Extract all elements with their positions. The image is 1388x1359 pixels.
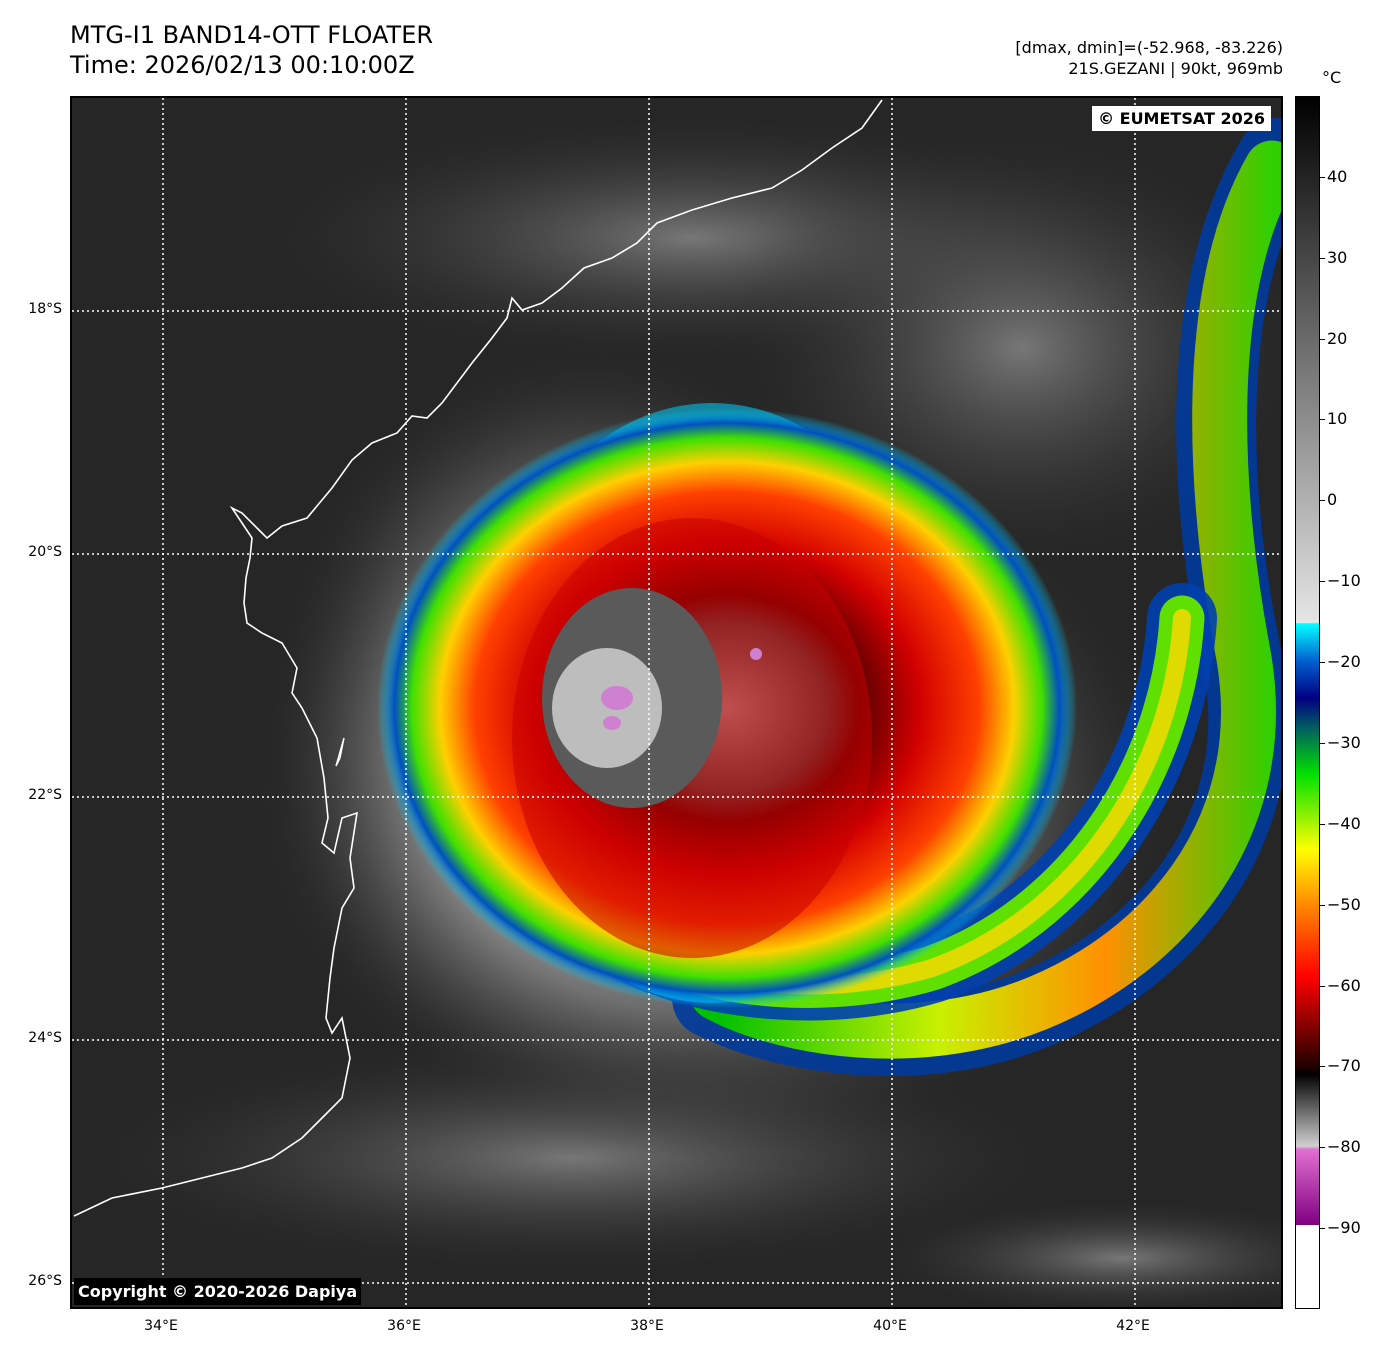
colorbar-tick-label: −90 — [1327, 1218, 1361, 1238]
lat-label-22s: 22°S — [28, 787, 62, 803]
lon-label-36e: 36°E — [387, 1318, 421, 1334]
colorbar-scale — [1296, 97, 1319, 1308]
colorbar-tick-mark — [1320, 904, 1325, 906]
colorbar-tick-mark — [1320, 742, 1325, 744]
satellite-map: © EUMETSAT 2026 Copyright © 2020-2026 Da… — [70, 96, 1283, 1309]
colorbar-tick-mark — [1320, 1228, 1325, 1230]
colorbar-tick-label: −20 — [1327, 652, 1361, 672]
time-title: Time: 2026/02/13 00:10:00Z — [70, 51, 415, 79]
colorbar — [1295, 96, 1320, 1309]
colorbar-tick-mark — [1320, 581, 1325, 583]
colorbar-tick-mark — [1320, 823, 1325, 825]
data-range-info: [dmax, dmin]=(-52.968, -83.226) — [1015, 38, 1283, 57]
lat-label-20s: 20°S — [28, 544, 62, 560]
colorbar-tick-label: 30 — [1327, 247, 1348, 267]
colorbar-tick-mark — [1320, 500, 1325, 502]
lon-label-38e: 38°E — [630, 1318, 664, 1334]
colorbar-tick-mark — [1320, 257, 1325, 259]
colorbar-tick-label: −30 — [1327, 732, 1361, 752]
colorbar-tick-label: −80 — [1327, 1137, 1361, 1157]
lat-label-18s: 18°S — [28, 301, 62, 317]
graticule — [72, 98, 1281, 1307]
colorbar-tick-label: −50 — [1327, 894, 1361, 914]
colorbar-tick-mark — [1320, 1147, 1325, 1149]
dapiya-copyright: Copyright © 2020-2026 Dapiya — [74, 1278, 362, 1305]
product-title: MTG-I1 BAND14-OTT FLOATER — [70, 21, 434, 49]
lat-label-26s: 26°S — [28, 1273, 62, 1289]
colorbar-tick-mark — [1320, 338, 1325, 340]
colorbar-tick-label: 0 — [1327, 490, 1338, 510]
colorbar-tick-label: −70 — [1327, 1056, 1361, 1076]
colorbar-tick-mark — [1320, 419, 1325, 421]
colorbar-tick-label: 20 — [1327, 328, 1348, 348]
eumetsat-credit: © EUMETSAT 2026 — [1092, 106, 1271, 131]
lon-label-34e: 34°E — [144, 1318, 178, 1334]
colorbar-tick-label: 40 — [1327, 166, 1348, 186]
storm-info: 21S.GEZANI | 90kt, 969mb — [1068, 59, 1283, 78]
map-image — [72, 98, 1281, 1307]
colorbar-tick-label: −10 — [1327, 571, 1361, 591]
colorbar-tick-mark — [1320, 985, 1325, 987]
colorbar-tick-mark — [1320, 1066, 1325, 1068]
colorbar-tick-label: 10 — [1327, 409, 1348, 429]
colorbar-tick-label: −40 — [1327, 813, 1361, 833]
lat-label-24s: 24°S — [28, 1030, 62, 1046]
colorbar-tick-mark — [1320, 176, 1325, 178]
colorbar-tick-mark — [1320, 662, 1325, 664]
lon-label-40e: 40°E — [873, 1318, 907, 1334]
colorbar-unit: °C — [1322, 68, 1342, 87]
lon-label-42e: 42°E — [1116, 1318, 1150, 1334]
colorbar-tick-label: −60 — [1327, 975, 1361, 995]
coastline — [73, 99, 883, 1217]
